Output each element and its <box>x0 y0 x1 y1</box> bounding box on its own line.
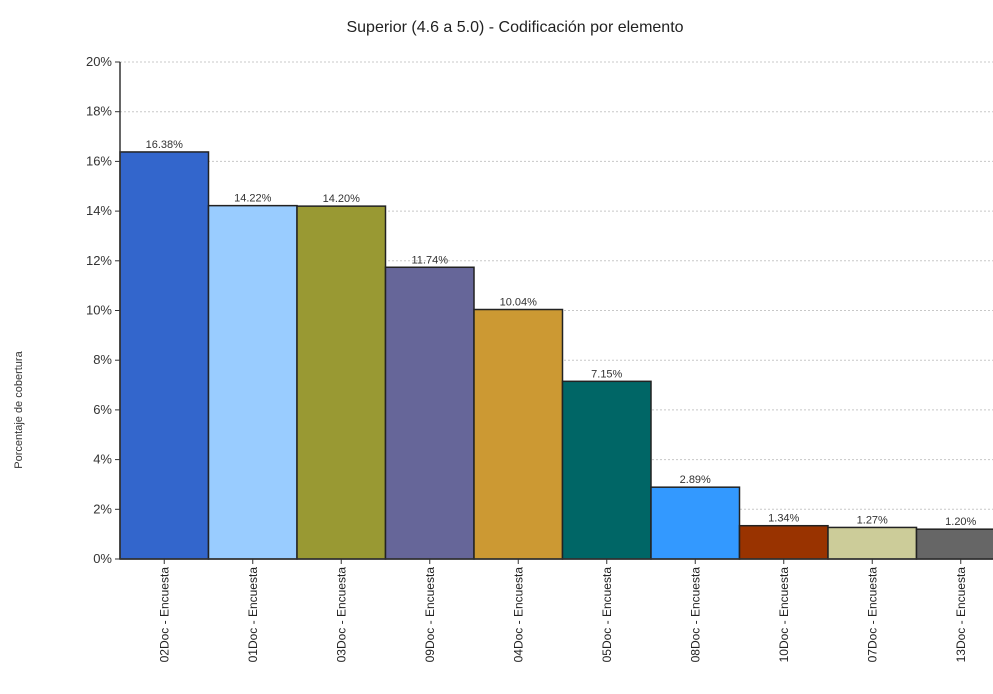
y-tick-label: 8% <box>93 352 112 367</box>
bar-value-label: 1.27% <box>857 514 888 526</box>
bar-value-label: 1.20% <box>945 516 976 528</box>
y-tick-label: 18% <box>86 104 112 119</box>
bar <box>738 524 829 560</box>
bar <box>915 528 993 560</box>
bar-value-label: 10.04% <box>500 297 538 309</box>
y-tick-label: 0% <box>93 551 112 566</box>
category-label: 07Doc - Encuesta <box>865 567 879 663</box>
category-labels: 02Doc - Encuesta 01Doc - Encuesta 03Doc - … <box>157 559 968 662</box>
y-tick-labels: 0% 2% 4% 6% 8% 10% 12% 14% 16% 18% 20% <box>86 54 120 566</box>
bar-value-label: 14.20% <box>323 193 361 205</box>
bar <box>296 205 387 560</box>
bar <box>650 486 741 560</box>
y-tick-label: 4% <box>93 452 112 467</box>
category-label: 09Doc - Encuesta <box>423 567 437 663</box>
bar <box>384 266 475 560</box>
category-label: 02Doc - Encuesta <box>157 567 171 663</box>
y-tick-label: 20% <box>86 54 112 69</box>
y-tick-label: 6% <box>93 402 112 417</box>
y-tick-label: 2% <box>93 501 112 516</box>
y-tick-label: 10% <box>86 303 112 318</box>
y-tick-label: 14% <box>86 203 112 218</box>
bar <box>207 204 298 560</box>
chart-title: Superior (4.6 a 5.0) - Codificación por … <box>346 19 683 36</box>
category-label: 13Doc - Encuesta <box>954 567 968 663</box>
bar-value-label: 14.22% <box>234 193 272 205</box>
bar-value-label: 7.15% <box>591 368 622 380</box>
category-label: 08Doc - Encuesta <box>688 567 702 663</box>
y-tick-label: 12% <box>86 253 112 268</box>
category-label: 03Doc - Encuesta <box>334 567 348 663</box>
bar <box>473 308 564 560</box>
bar-value-label: 2.89% <box>680 474 711 486</box>
category-label: 04Doc - Encuesta <box>511 567 525 663</box>
data-labels: 16.38% 14.22% 14.20% 11.74% 10.04% 7.15% 2.89%… <box>146 139 977 528</box>
category-label: 05Doc - Encuesta <box>600 567 614 663</box>
bars <box>119 151 993 560</box>
category-label: 10Doc - Encuesta <box>777 567 791 663</box>
bar <box>119 151 210 560</box>
y-axis-label: Porcentaje de cobertura <box>13 350 25 468</box>
bar <box>827 526 918 560</box>
bar-value-label: 11.74% <box>412 254 449 266</box>
y-tick-label: 16% <box>86 153 112 168</box>
bar-value-label: 16.38% <box>146 139 184 151</box>
bar-value-label: 1.34% <box>768 513 799 525</box>
bar <box>561 380 652 560</box>
category-label: 01Doc - Encuesta <box>246 567 260 663</box>
